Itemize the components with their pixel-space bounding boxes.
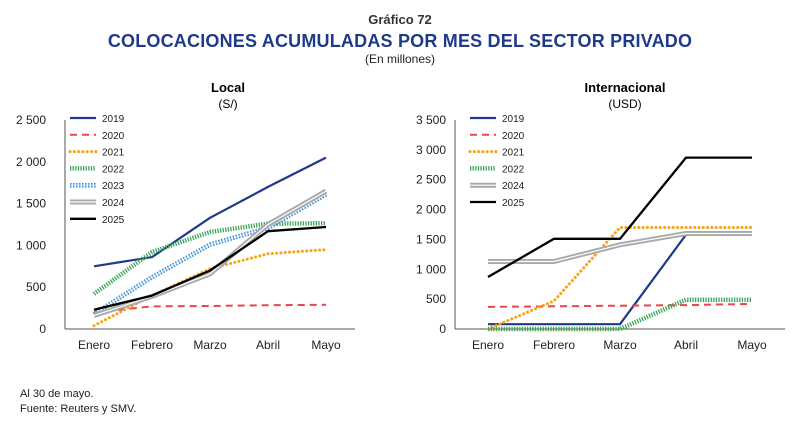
legend-label: 2019 <box>102 114 125 125</box>
panel-title: Local <box>211 80 245 95</box>
series-line-2023-highlight <box>93 193 327 315</box>
series-line-2022 <box>488 297 752 332</box>
series-line-2021 <box>92 248 328 328</box>
series-line-2024 <box>93 188 328 318</box>
y-tick-label: 0 <box>39 322 46 336</box>
legend-label: 2020 <box>102 131 125 142</box>
panel-title: Internacional <box>585 80 666 95</box>
y-tick-label: 500 <box>26 280 46 294</box>
y-tick-label: 2 500 <box>16 113 46 127</box>
x-tick-label: Mayo <box>311 338 341 352</box>
y-tick-label: 500 <box>426 292 446 306</box>
legend: 2019 2020 2021 2022 2023 2024 2025 <box>68 114 125 226</box>
legend-label: 2025 <box>502 198 525 209</box>
series-line-2021 <box>486 226 754 331</box>
footnote: Al 30 de mayo. <box>20 388 94 400</box>
x-tick-label: Marzo <box>193 338 227 352</box>
legend-label: 2021 <box>502 148 525 159</box>
y-tick-label: 1 000 <box>16 238 46 252</box>
x-tick-label: Enero <box>78 338 110 352</box>
y-tick-label: 1 000 <box>416 262 446 276</box>
panel-unit: (USD) <box>608 97 641 111</box>
legend-label: 2022 <box>502 164 525 175</box>
series-line-2022 <box>92 220 327 296</box>
legend-label: 2019 <box>502 114 525 125</box>
x-tick-label: Febrero <box>533 338 575 352</box>
legend: 2019 2020 2021 2022 2024 2025 <box>468 114 525 209</box>
series-line-2025 <box>93 225 327 311</box>
figure-title: COLOCACIONES ACUMULADAS POR MES DEL SECT… <box>107 31 693 51</box>
y-tick-label: 3 000 <box>416 143 446 157</box>
series-line-2024-highlight <box>488 232 752 263</box>
y-tick-label: 2 000 <box>416 203 446 217</box>
series-line-2019 <box>93 156 327 268</box>
legend-label: 2020 <box>502 131 525 142</box>
y-tick-label: 3 500 <box>416 113 446 127</box>
y-tick-label: 1 500 <box>16 197 46 211</box>
legend-label: 2022 <box>102 164 125 175</box>
y-tick-label: 0 <box>439 322 446 336</box>
y-tick-label: 2 500 <box>416 173 446 187</box>
legend-label: 2021 <box>102 148 125 159</box>
series-line-2020 <box>93 303 327 314</box>
series-line-2025 <box>487 156 752 278</box>
source-note: Fuente: Reuters y SMV. <box>20 403 137 415</box>
x-tick-label: Febrero <box>131 338 173 352</box>
x-tick-label: Abril <box>674 338 698 352</box>
figure-subtitle: (En millones) <box>364 52 436 66</box>
legend-label: 2024 <box>102 198 125 209</box>
panel-unit: (S/) <box>218 97 237 111</box>
x-tick-label: Marzo <box>603 338 637 352</box>
chart-local: Local (S/) 0 500 1 000 1 500 2 000 2 500 Enero Fe… <box>16 80 355 352</box>
x-tick-label: Abril <box>256 338 280 352</box>
x-tick-label: Enero <box>472 338 504 352</box>
legend-label: 2024 <box>502 181 525 192</box>
x-tick-label: Mayo <box>737 338 767 352</box>
legend-label: 2025 <box>102 215 125 226</box>
series-line-2020 <box>487 302 753 308</box>
legend-label: 2023 <box>102 181 125 192</box>
series-line-2024-highlight <box>93 190 327 317</box>
y-tick-label: 2 000 <box>16 155 46 169</box>
figure-label: Gráfico 72 <box>368 12 432 27</box>
chart-internacional: Internacional (USD) 0 500 1 000 1 500 2 000 2 5… <box>416 80 785 352</box>
y-tick-label: 1 500 <box>416 232 446 246</box>
